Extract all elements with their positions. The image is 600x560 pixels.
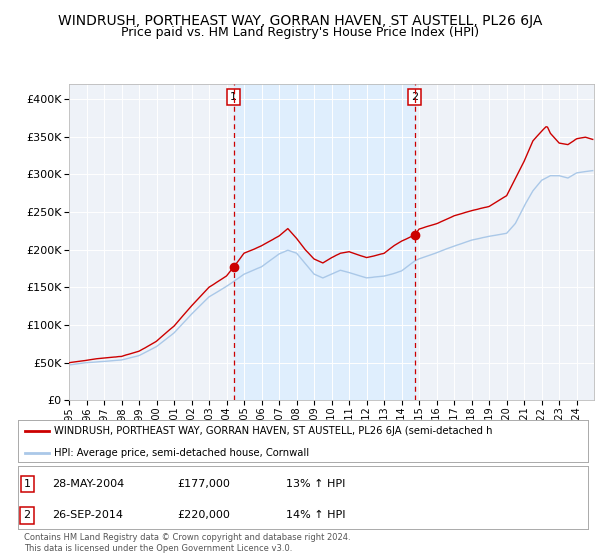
Text: Price paid vs. HM Land Registry's House Price Index (HPI): Price paid vs. HM Land Registry's House … (121, 26, 479, 39)
Text: 2: 2 (23, 510, 31, 520)
Text: 13% ↑ HPI: 13% ↑ HPI (286, 479, 345, 489)
Text: WINDRUSH, PORTHEAST WAY, GORRAN HAVEN, ST AUSTELL, PL26 6JA: WINDRUSH, PORTHEAST WAY, GORRAN HAVEN, S… (58, 14, 542, 28)
Text: Contains HM Land Registry data © Crown copyright and database right 2024.
This d: Contains HM Land Registry data © Crown c… (24, 533, 350, 553)
Text: £177,000: £177,000 (178, 479, 230, 489)
Bar (234, 84, 415, 400)
Text: WINDRUSH, PORTHEAST WAY, GORRAN HAVEN, ST AUSTELL, PL26 6JA (semi-detached h: WINDRUSH, PORTHEAST WAY, GORRAN HAVEN, S… (54, 426, 493, 436)
Text: 1: 1 (23, 479, 31, 489)
Text: £220,000: £220,000 (178, 510, 230, 520)
Text: 1: 1 (230, 92, 237, 102)
Text: 28-MAY-2004: 28-MAY-2004 (52, 479, 124, 489)
Text: 26-SEP-2014: 26-SEP-2014 (52, 510, 123, 520)
Text: 14% ↑ HPI: 14% ↑ HPI (286, 510, 346, 520)
Text: HPI: Average price, semi-detached house, Cornwall: HPI: Average price, semi-detached house,… (54, 448, 309, 458)
Text: 2: 2 (411, 92, 418, 102)
